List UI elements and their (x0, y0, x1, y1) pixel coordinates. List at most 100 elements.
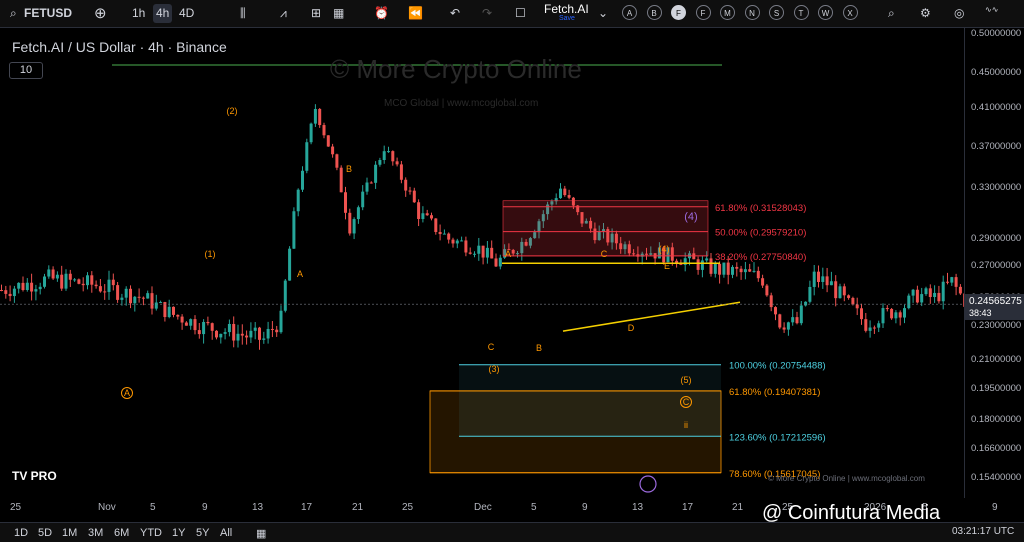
candle-body (946, 281, 949, 283)
drawing-letter-n[interactable]: N (744, 5, 760, 20)
candle-body (103, 291, 107, 293)
search-icon[interactable]: ⌕ (888, 6, 895, 20)
candle-body (0, 290, 3, 291)
candle-body (193, 319, 197, 331)
candle-body (8, 293, 12, 297)
candle-body (576, 205, 580, 213)
layout-grid-icon[interactable]: ▦ (333, 6, 345, 20)
price-tick: 0.16600000 (971, 443, 1022, 454)
range-6m[interactable]: 6M (114, 527, 130, 539)
drawing-letter-b[interactable]: B (646, 5, 662, 20)
range-all[interactable]: All (220, 527, 233, 539)
candle-body (305, 142, 309, 171)
interval-box[interactable]: 10 (9, 62, 43, 79)
range-5d[interactable]: 5D (38, 527, 53, 539)
candle-body (438, 231, 442, 235)
candle-body (12, 288, 16, 297)
time-tick: 5 (531, 502, 537, 513)
candles-icon[interactable]: ⫼ (240, 6, 246, 20)
symbol-label[interactable]: FETUSD (24, 6, 72, 20)
drawing-letter-w[interactable]: W (818, 5, 833, 20)
candle-body (864, 319, 868, 331)
candle-body (4, 290, 8, 294)
candle-body (924, 288, 928, 295)
drawing-letter-f[interactable]: F (671, 5, 686, 20)
candle-body (77, 279, 81, 284)
interval-1h[interactable]: 1h (132, 6, 146, 20)
compare-add-icon[interactable]: ⊕ (94, 5, 107, 22)
interval-4h[interactable]: 4h (153, 4, 173, 23)
layout-chevron-icon[interactable]: ⌄ (598, 6, 609, 20)
price-tick: 0.37000000 (971, 141, 1022, 152)
drawing-letter-f[interactable]: F (695, 5, 711, 20)
save-button[interactable]: Save (559, 15, 575, 22)
candle-body (369, 182, 373, 184)
interval-4d[interactable]: 4D (179, 6, 195, 20)
candle-body (266, 328, 270, 339)
candle-body (739, 268, 743, 273)
watermark: © More Crypto Online (330, 54, 582, 84)
calendar-icon[interactable]: ▦ (256, 528, 267, 540)
fib-lower-label: 123.60% (0.17212596) (729, 432, 826, 443)
camera-icon[interactable]: ◎ (954, 6, 965, 20)
redo-icon[interactable]: ↷ (482, 6, 493, 20)
candle-body (559, 188, 562, 199)
candle-body (86, 275, 89, 286)
range-1m[interactable]: 1M (62, 527, 78, 539)
candle-body (292, 211, 296, 249)
range-1y[interactable]: 1Y (172, 527, 186, 539)
undo-icon[interactable]: ↶ (450, 6, 461, 20)
candle-body (571, 197, 575, 206)
drawing-letter-s[interactable]: S (769, 5, 784, 20)
candle-body (236, 333, 240, 341)
candle-body (51, 269, 55, 279)
candle-body (563, 188, 567, 196)
candle-body (670, 247, 674, 261)
layout-box-icon[interactable]: ☐ (515, 6, 526, 20)
indicators-icon[interactable]: ⩘ (280, 6, 287, 20)
drawing-letter-t[interactable]: T (793, 5, 809, 20)
range-5y[interactable]: 5Y (196, 527, 210, 539)
time-tick: 17 (301, 502, 313, 513)
price-axis[interactable]: 0.50000000 0.45000000 0.41000000 0.37000000… (964, 28, 1024, 498)
layout-title[interactable]: Fetch.AI (544, 2, 589, 16)
candle-body (533, 232, 537, 239)
price-chart[interactable]: 61.80% (0.31528043) 50.00% (0.29579210) 38… (0, 28, 964, 498)
candle-body (408, 190, 412, 192)
candle-body (804, 301, 808, 306)
candle-body (55, 274, 59, 279)
drawing-letter-x[interactable]: X (842, 5, 858, 20)
candle-body (778, 314, 782, 328)
wave-label: B (346, 164, 352, 174)
range-ytd[interactable]: YTD (140, 527, 162, 539)
candle-body (537, 221, 541, 233)
wave-label: (3) (489, 364, 500, 374)
candle-body (150, 293, 154, 309)
drawing-letter-a[interactable]: A (622, 5, 637, 20)
alert-icon[interactable]: ⏰ (374, 6, 389, 20)
candle-body (786, 322, 790, 330)
candle-body (279, 310, 283, 333)
drawing-letter-m[interactable]: M (720, 5, 735, 20)
candle-body (270, 328, 274, 330)
wave-label: A (124, 388, 130, 398)
candle-body (365, 182, 369, 192)
fib-lower-label: 78.60% (0.15617045) (729, 469, 820, 480)
time-tick: 25 (402, 502, 414, 513)
replay-icon[interactable]: ⏪ (408, 6, 423, 20)
candle-body (666, 247, 670, 263)
candle-body (163, 302, 167, 318)
candle-body (903, 308, 906, 318)
candle-body (743, 269, 747, 273)
candle-body (825, 276, 829, 286)
indicator-add-icon[interactable]: ⊞ (311, 6, 322, 20)
symbol-search-icon[interactable]: ⌕ (10, 6, 17, 20)
candle-body (301, 170, 304, 190)
settings-gear-icon[interactable]: ⚙ (920, 6, 931, 20)
range-3m[interactable]: 3M (88, 527, 104, 539)
candle-body (700, 260, 704, 270)
drawing-tools-icon[interactable]: ∿∿ (985, 5, 999, 14)
range-1d[interactable]: 1D (14, 527, 29, 539)
time-tick: 2026 (864, 502, 887, 513)
candle-body (748, 269, 752, 272)
